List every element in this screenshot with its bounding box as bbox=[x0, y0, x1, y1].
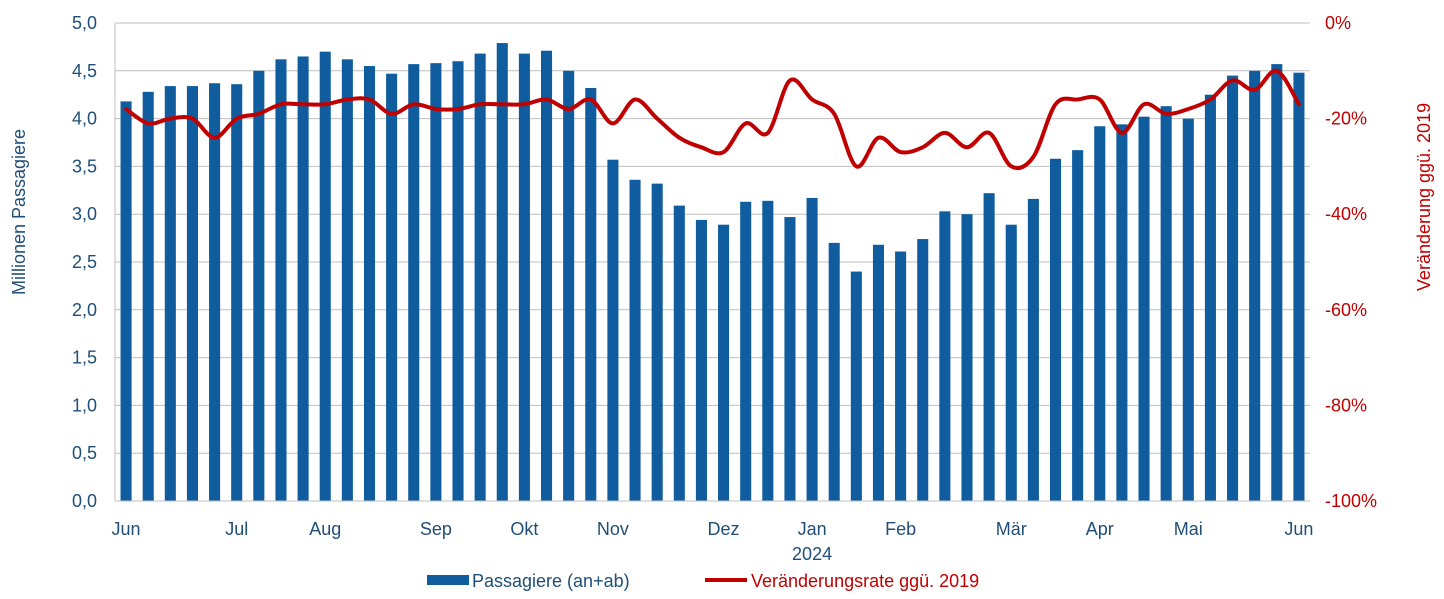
bar bbox=[209, 83, 221, 501]
bar bbox=[585, 88, 597, 502]
bar bbox=[1227, 75, 1239, 501]
x-tick-label: Feb bbox=[885, 519, 916, 539]
bar bbox=[164, 86, 176, 501]
year-label: 2024 bbox=[792, 544, 832, 564]
y-left-tick-label: 4,5 bbox=[72, 61, 97, 81]
bar bbox=[1116, 124, 1128, 501]
bar bbox=[651, 183, 663, 501]
bar bbox=[1271, 64, 1283, 501]
bar bbox=[695, 219, 707, 501]
x-tick-label: Jan bbox=[798, 519, 827, 539]
bar bbox=[1160, 106, 1172, 501]
bar bbox=[430, 63, 442, 501]
bar bbox=[1072, 150, 1084, 501]
bar bbox=[297, 56, 309, 502]
y-left-tick-label: 1,5 bbox=[72, 348, 97, 368]
bar bbox=[917, 239, 929, 501]
bar bbox=[872, 244, 885, 502]
x-axis-ticks: Jun Jul Aug Sep Okt Nov Dez Jan Feb Mär Apr Mai Jun bbox=[112, 519, 1314, 539]
bar bbox=[540, 50, 553, 501]
legend-label-veraenderungsrate: Veränderungsrate ggü. 2019 bbox=[751, 571, 979, 591]
y-right-tick-label: -80% bbox=[1325, 395, 1367, 415]
bar bbox=[386, 73, 398, 501]
bar bbox=[341, 59, 353, 501]
bar bbox=[1094, 126, 1106, 502]
bar bbox=[1182, 118, 1194, 501]
bar bbox=[1249, 70, 1261, 502]
x-tick-label: Jun bbox=[1284, 519, 1313, 539]
bar bbox=[186, 86, 198, 501]
x-tick-label: Sep bbox=[420, 519, 452, 539]
bar bbox=[1293, 72, 1305, 501]
x-tick-label: Jun bbox=[112, 519, 141, 539]
bar bbox=[629, 179, 641, 501]
x-tick-label: Apr bbox=[1086, 519, 1114, 539]
y-left-tick-label: 0,0 bbox=[72, 491, 97, 511]
legend: Passagiere (an+ab) Veränderungsrate ggü.… bbox=[427, 571, 979, 591]
bar bbox=[408, 64, 420, 501]
x-tick-label: Mär bbox=[996, 519, 1027, 539]
bar bbox=[120, 101, 132, 501]
y-left-tick-label: 0,5 bbox=[72, 443, 97, 463]
gridlines bbox=[115, 22, 1310, 454]
y-axis-right-title: Veränderung ggü. 2019 bbox=[1414, 103, 1434, 291]
x-tick-label: Mai bbox=[1174, 519, 1203, 539]
x-tick-label: Okt bbox=[510, 519, 538, 539]
bar bbox=[673, 205, 685, 501]
bar bbox=[496, 43, 508, 502]
y-axis-left-ticks: 0,0 0,5 1,0 1,5 2,0 2,5 3,0 3,5 4,0 4,5 5,0 bbox=[72, 13, 97, 511]
y-left-tick-label: 5,0 bbox=[72, 13, 97, 33]
bar bbox=[1027, 198, 1039, 502]
bar bbox=[850, 271, 862, 501]
bar bbox=[1204, 94, 1216, 501]
y-right-tick-label: 0% bbox=[1325, 13, 1351, 33]
bar bbox=[1005, 224, 1017, 501]
x-tick-label: Nov bbox=[597, 519, 629, 539]
x-tick-label: Jul bbox=[225, 519, 248, 539]
bar bbox=[142, 91, 154, 501]
y-right-tick-label: -60% bbox=[1325, 300, 1367, 320]
legend-label-passagiere: Passagiere (an+ab) bbox=[472, 571, 630, 591]
bar bbox=[563, 70, 575, 502]
bar-series bbox=[120, 43, 1305, 502]
y-left-tick-label: 2,0 bbox=[72, 300, 97, 320]
bar bbox=[806, 197, 818, 501]
bar bbox=[607, 159, 619, 501]
y-axis-right-ticks: -100% -80% -60% -40% -20% 0% bbox=[1325, 13, 1377, 511]
bar bbox=[275, 59, 287, 501]
bar bbox=[1138, 116, 1150, 502]
y-left-tick-label: 1,0 bbox=[72, 395, 97, 415]
bar bbox=[231, 84, 243, 502]
bar bbox=[740, 201, 752, 501]
bar bbox=[939, 211, 951, 501]
bar bbox=[363, 66, 376, 502]
bar bbox=[518, 53, 530, 501]
y-left-tick-label: 2,5 bbox=[72, 252, 97, 272]
bar bbox=[1049, 158, 1062, 501]
bar bbox=[762, 200, 774, 502]
bar bbox=[784, 217, 796, 501]
y-right-tick-label: -20% bbox=[1325, 109, 1367, 129]
bar bbox=[452, 61, 464, 502]
legend-swatch-passagiere bbox=[427, 575, 469, 585]
bar bbox=[895, 251, 907, 501]
bar bbox=[961, 214, 973, 501]
bar bbox=[474, 53, 486, 501]
y-left-tick-label: 3,5 bbox=[72, 156, 97, 176]
bar bbox=[253, 70, 265, 502]
y-right-tick-label: -40% bbox=[1325, 204, 1367, 224]
y-right-tick-label: -100% bbox=[1325, 491, 1377, 511]
bar bbox=[718, 224, 730, 501]
change-rate-line bbox=[124, 68, 1301, 171]
x-tick-label: Dez bbox=[708, 519, 740, 539]
bar bbox=[983, 193, 995, 501]
bar bbox=[319, 51, 331, 502]
y-left-tick-label: 3,0 bbox=[72, 204, 97, 224]
y-axis-left-title: Millionen Passagiere bbox=[9, 129, 29, 295]
bar bbox=[828, 242, 840, 501]
x-tick-label: Aug bbox=[309, 519, 341, 539]
y-left-tick-label: 4,0 bbox=[72, 109, 97, 129]
